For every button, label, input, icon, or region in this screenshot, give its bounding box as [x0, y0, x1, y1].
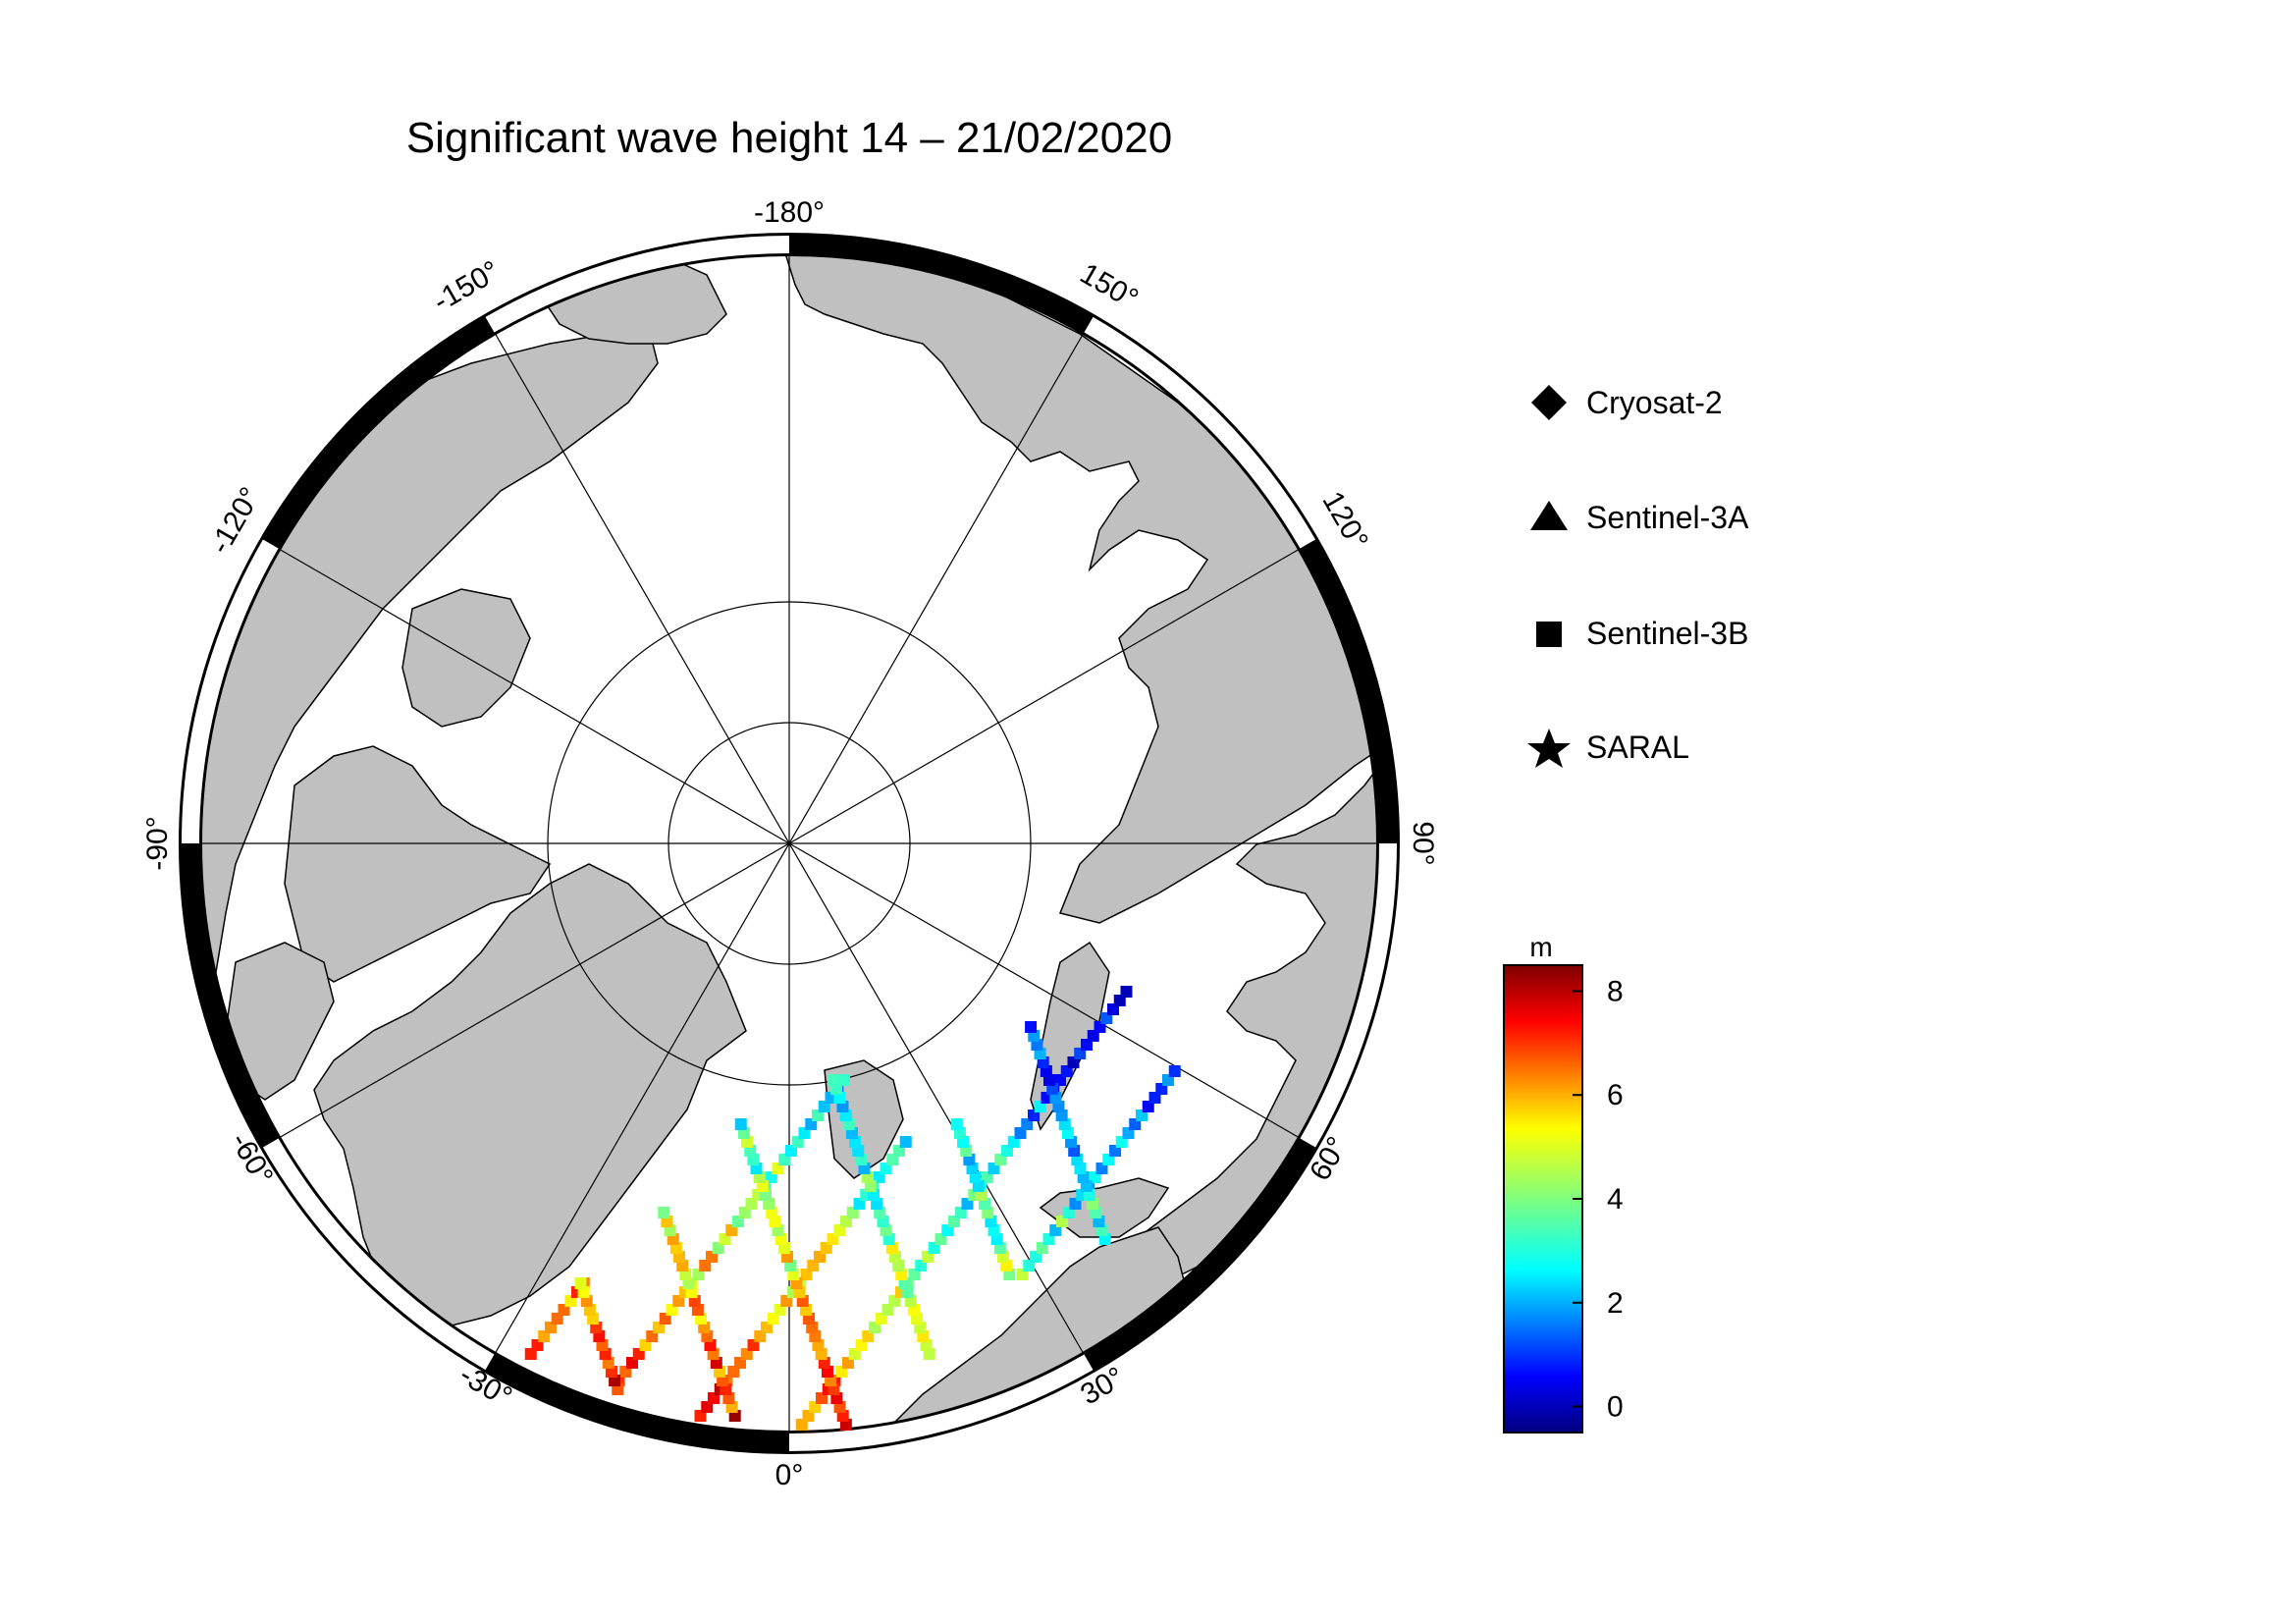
legend-label-sentinel-3a: Sentinel-3A	[1586, 500, 1749, 535]
lon-label-90: 90°	[1407, 821, 1439, 865]
land-svalbard	[824, 1059, 904, 1179]
legend-item-sentinel-3a: Sentinel-3A	[1530, 500, 1749, 535]
frame-segment	[262, 1138, 495, 1371]
track-marker	[658, 1207, 670, 1218]
lon-label-120: 120°	[1315, 486, 1374, 555]
colorbar-tick-label: 8	[1607, 975, 1624, 1007]
frame-segment	[788, 1354, 1094, 1451]
colorbar-tick-label: 4	[1607, 1183, 1624, 1216]
land-canadian-islands	[284, 745, 552, 983]
legend-item-cryosat: Cryosat-2	[1531, 385, 1723, 420]
track-marker	[734, 1118, 747, 1130]
legend-label-saral: SARAL	[1586, 730, 1689, 765]
lon-label-minus90: -90°	[141, 816, 174, 870]
square-icon	[1536, 622, 1562, 647]
colorbar-unit: m	[1529, 932, 1552, 962]
track-marker	[1025, 1021, 1038, 1033]
colorbar-ticks: 0 2 4 6 8	[1573, 975, 1624, 1424]
colorbar: m 0 2 4 6 8	[1503, 932, 1624, 1434]
lon-label-0: 0°	[775, 1459, 804, 1491]
colorbar-gradient	[1503, 964, 1583, 1434]
land-ellesmere	[401, 588, 531, 728]
land-greenland	[313, 863, 747, 1326]
frame-segment	[182, 539, 279, 844]
frame-inner-line	[200, 254, 1378, 1433]
land-kola	[1039, 1177, 1170, 1238]
frame-segment	[1300, 842, 1397, 1148]
colorbar-tick-label: 2	[1607, 1287, 1624, 1320]
diamond-icon	[1531, 385, 1567, 420]
frame-outer-line	[179, 233, 1400, 1454]
lon-label-minus150: -150°	[428, 254, 506, 318]
lon-label-minus180: -180°	[754, 196, 825, 229]
land-masses	[200, 254, 1378, 1433]
legend-item-sentinel-3b: Sentinel-3B	[1536, 616, 1748, 651]
legend: Cryosat-2 Sentinel-3A Sentinel-3B SARAL	[1527, 385, 1749, 768]
colorbar-tick-label: 0	[1607, 1391, 1624, 1424]
legend-label-sentinel-3b: Sentinel-3B	[1586, 616, 1748, 651]
meridian-150	[494, 332, 1085, 1355]
map-title: Significant wave height 14 – 21/02/2020	[406, 114, 1172, 162]
track-marker	[1168, 1065, 1181, 1077]
map-disk: -180° 150° 120° 90° 60° 30° 0° -30° -60°…	[141, 196, 1439, 1491]
frame-segment	[485, 236, 790, 333]
map-frame	[179, 233, 1400, 1454]
track-marker	[828, 1074, 839, 1086]
star-icon	[1527, 729, 1571, 768]
legend-item-saral: SARAL	[1527, 729, 1689, 768]
colorbar-tick-label: 6	[1607, 1079, 1624, 1111]
lon-label-150: 150°	[1075, 257, 1144, 316]
triangle-icon	[1530, 501, 1568, 530]
satellite-track-points	[524, 986, 1181, 1431]
track-marker	[574, 1277, 587, 1289]
track-marker	[950, 1118, 963, 1130]
legend-label-cryosat: Cryosat-2	[1586, 385, 1723, 420]
frame-white-segments	[182, 236, 1397, 1451]
frame-segment	[1084, 316, 1316, 549]
track-marker	[899, 1136, 912, 1148]
track-marker	[1120, 986, 1133, 998]
